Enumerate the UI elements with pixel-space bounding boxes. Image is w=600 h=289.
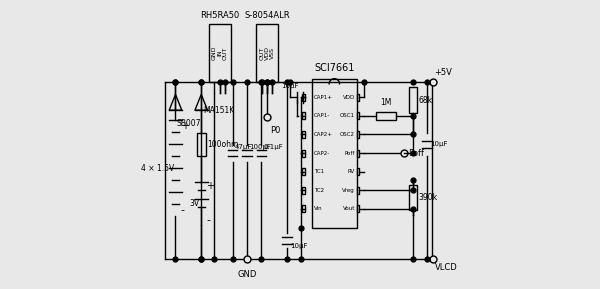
Text: -: - bbox=[206, 215, 211, 225]
Bar bbox=[302, 187, 305, 194]
Text: OUT: OUT bbox=[223, 46, 228, 60]
Text: 10μF: 10μF bbox=[430, 142, 448, 147]
Bar bbox=[312, 79, 356, 227]
Text: OSC1: OSC1 bbox=[340, 113, 355, 118]
Text: Vout: Vout bbox=[343, 206, 355, 211]
Text: +: + bbox=[206, 181, 214, 191]
Text: TC1: TC1 bbox=[314, 169, 324, 174]
Text: SCI7661: SCI7661 bbox=[314, 63, 355, 73]
Text: +: + bbox=[181, 121, 188, 131]
Bar bbox=[302, 94, 305, 101]
Text: OUT: OUT bbox=[259, 46, 264, 60]
Text: Vin: Vin bbox=[314, 206, 322, 211]
Bar bbox=[409, 87, 418, 113]
Text: SB007: SB007 bbox=[177, 119, 202, 128]
Bar bbox=[356, 205, 359, 212]
Text: TC2: TC2 bbox=[314, 188, 324, 193]
Text: 4 × 1.5V: 4 × 1.5V bbox=[141, 164, 174, 173]
Text: 3V: 3V bbox=[190, 199, 200, 208]
Text: 0.1μF: 0.1μF bbox=[263, 144, 283, 150]
Bar bbox=[256, 24, 278, 81]
Bar bbox=[409, 185, 418, 210]
Text: 390k: 390k bbox=[418, 193, 437, 202]
Text: CAP1-: CAP1- bbox=[314, 113, 330, 118]
Bar bbox=[302, 150, 305, 157]
Bar bbox=[302, 168, 305, 175]
Bar bbox=[209, 24, 230, 81]
Text: CAP2+: CAP2+ bbox=[314, 132, 332, 137]
Text: 10μF: 10μF bbox=[290, 243, 307, 249]
Bar bbox=[197, 133, 206, 156]
Bar bbox=[302, 205, 305, 212]
Bar bbox=[302, 112, 305, 119]
Bar bbox=[356, 168, 359, 175]
Text: 100μF: 100μF bbox=[250, 144, 271, 150]
Text: VLCD: VLCD bbox=[434, 263, 457, 272]
Text: OSC2: OSC2 bbox=[340, 132, 355, 137]
Text: GND: GND bbox=[238, 271, 257, 279]
Text: VSS: VSS bbox=[270, 47, 275, 59]
Text: Poff: Poff bbox=[345, 151, 355, 155]
Bar bbox=[356, 150, 359, 157]
Text: 100ohm: 100ohm bbox=[208, 140, 239, 149]
Bar bbox=[356, 94, 359, 101]
Text: 10μF: 10μF bbox=[281, 83, 299, 89]
Text: VDD: VDD bbox=[265, 46, 269, 60]
Bar bbox=[356, 187, 359, 194]
Text: CAP2-: CAP2- bbox=[314, 151, 330, 155]
Text: 1M: 1M bbox=[380, 98, 392, 107]
Text: Poff: Poff bbox=[408, 149, 424, 158]
Text: 47μF: 47μF bbox=[235, 144, 253, 150]
Text: GND: GND bbox=[212, 46, 217, 60]
Text: CAP1+: CAP1+ bbox=[314, 95, 332, 100]
Text: P0: P0 bbox=[270, 126, 280, 135]
Text: S-8054ALR: S-8054ALR bbox=[244, 11, 290, 20]
Bar bbox=[302, 131, 305, 138]
Text: RV: RV bbox=[348, 169, 355, 174]
Bar bbox=[356, 131, 359, 138]
Text: -: - bbox=[181, 205, 185, 215]
Text: Vreg: Vreg bbox=[343, 188, 355, 193]
Text: +5V: +5V bbox=[434, 68, 452, 77]
Bar bbox=[356, 112, 359, 119]
Text: RH5RA50: RH5RA50 bbox=[200, 11, 239, 20]
Text: IN: IN bbox=[217, 50, 223, 56]
Bar bbox=[376, 112, 396, 120]
Text: 68k: 68k bbox=[418, 96, 433, 105]
Text: VDD: VDD bbox=[343, 95, 355, 100]
Text: MA151K: MA151K bbox=[203, 106, 235, 115]
